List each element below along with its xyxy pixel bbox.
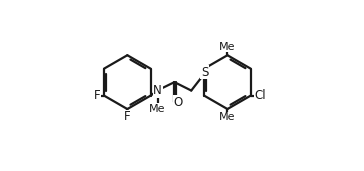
Text: Cl: Cl bbox=[255, 89, 266, 102]
Text: S: S bbox=[201, 65, 209, 78]
Text: N: N bbox=[153, 84, 162, 97]
Text: Me: Me bbox=[149, 104, 166, 114]
Text: Me: Me bbox=[219, 113, 236, 122]
Text: Me: Me bbox=[219, 42, 236, 52]
Text: F: F bbox=[94, 89, 100, 102]
Text: O: O bbox=[174, 96, 183, 109]
Text: F: F bbox=[124, 110, 131, 123]
